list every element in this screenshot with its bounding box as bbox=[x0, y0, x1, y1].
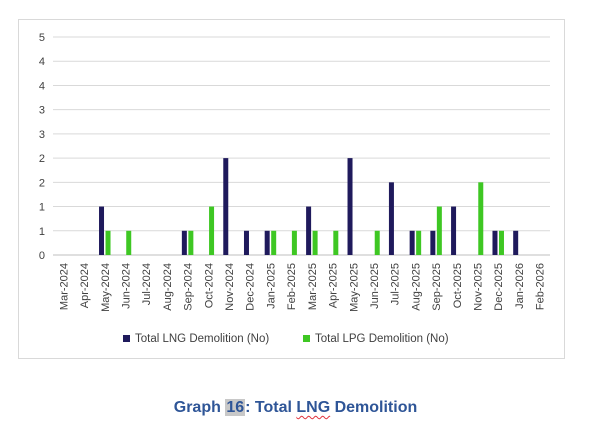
x-tick-label: Nov-2025 bbox=[473, 263, 485, 311]
caption-number: 16 bbox=[225, 399, 246, 416]
x-tick-label: Nov-2024 bbox=[224, 263, 236, 311]
y-tick-label: 4 bbox=[39, 80, 45, 92]
x-tick-label: Jan-2025 bbox=[265, 263, 277, 309]
x-tick-label: Sep-2025 bbox=[431, 263, 443, 311]
bar-lng bbox=[492, 230, 498, 255]
bar-lng bbox=[451, 206, 457, 255]
x-tick-label: Feb-2026 bbox=[535, 263, 547, 310]
x-tick-label: Aug-2025 bbox=[410, 263, 422, 311]
bar-lpg bbox=[312, 230, 318, 255]
x-tick-label: Apr-2025 bbox=[328, 263, 340, 308]
y-tick-label: 3 bbox=[39, 129, 45, 141]
x-tick-label: Jun-2024 bbox=[120, 263, 132, 309]
y-tick-label: 1 bbox=[39, 202, 45, 214]
bar-lpg bbox=[291, 230, 297, 255]
bar-lng bbox=[306, 206, 312, 255]
bar-lng bbox=[181, 230, 187, 255]
legend-label-lpg: Total LPG Demolition (No) bbox=[315, 333, 449, 345]
bar-lng bbox=[430, 230, 436, 255]
bar-lpg bbox=[105, 230, 111, 255]
caption-highlight: LNG bbox=[296, 399, 331, 416]
bars bbox=[99, 158, 519, 255]
bar-lng bbox=[513, 230, 519, 255]
bar-lpg bbox=[333, 230, 339, 255]
bar-lpg bbox=[126, 230, 132, 255]
caption-middle: : Total bbox=[245, 399, 297, 416]
x-tick-label: Mar-2024 bbox=[58, 263, 70, 310]
x-tick-label: Oct-2024 bbox=[203, 263, 215, 308]
x-tick-label: May-2024 bbox=[100, 263, 112, 312]
y-tick-label: 2 bbox=[39, 177, 45, 189]
x-tick-label: Jul-2025 bbox=[390, 263, 402, 305]
legend-swatch-lng bbox=[123, 335, 130, 342]
x-tick-label: Apr-2024 bbox=[79, 263, 91, 308]
bar-lpg bbox=[436, 206, 442, 255]
caption-suffix: Demolition bbox=[330, 399, 418, 416]
chart-caption: Graph 16: Total LNG Demolition bbox=[0, 399, 591, 417]
caption-prefix: Graph bbox=[173, 399, 226, 416]
x-tick-label: Oct-2025 bbox=[452, 263, 464, 308]
bar-lng bbox=[347, 158, 353, 255]
x-tick-label: Mar-2025 bbox=[307, 263, 319, 310]
gridlines bbox=[53, 36, 550, 232]
bar-lng bbox=[223, 158, 229, 255]
bar-lpg bbox=[271, 230, 277, 255]
x-tick-label: Jan-2026 bbox=[514, 263, 526, 309]
bar-lpg bbox=[478, 182, 484, 255]
bar-lng bbox=[264, 230, 270, 255]
y-axis-tick-labels: 0 1 1 2 2 3 3 4 4 5 bbox=[39, 32, 45, 262]
bar-lpg bbox=[209, 206, 215, 255]
x-tick-label: May-2025 bbox=[348, 263, 360, 312]
chart-area: 0 1 1 2 2 3 3 4 4 5 Mar-2024 Apr-2024 May-2024 Jun-2… bbox=[18, 19, 565, 359]
bar-lng bbox=[409, 230, 415, 255]
y-tick-label: 1 bbox=[39, 226, 45, 238]
bar-lng bbox=[99, 206, 105, 255]
y-tick-label: 0 bbox=[39, 250, 45, 262]
x-tick-label: Jun-2025 bbox=[369, 263, 381, 309]
x-tick-label: Dec-2024 bbox=[245, 263, 257, 311]
x-tick-label: Sep-2024 bbox=[183, 263, 195, 311]
y-tick-label: 2 bbox=[39, 153, 45, 165]
y-tick-label: 4 bbox=[39, 56, 45, 68]
y-tick-label: 5 bbox=[39, 32, 45, 44]
legend-label-lng: Total LNG Demolition (No) bbox=[135, 333, 269, 345]
bar-lpg bbox=[374, 230, 380, 255]
x-axis-tick-labels: Mar-2024 Apr-2024 May-2024 Jun-2024 Jul-2024… bbox=[58, 263, 546, 312]
bar-lpg bbox=[498, 230, 504, 255]
bar-lng bbox=[243, 230, 249, 255]
bar-chart: 0 1 1 2 2 3 3 4 4 5 Mar-2024 Apr-2024 May-2024 Jun-2… bbox=[39, 32, 550, 345]
y-tick-label: 3 bbox=[39, 105, 45, 117]
bar-lpg bbox=[416, 230, 422, 255]
x-tick-label: Jul-2024 bbox=[141, 263, 153, 305]
legend: Total LNG Demolition (No) Total LPG Demol… bbox=[123, 333, 449, 345]
x-tick-label: Aug-2024 bbox=[162, 263, 174, 311]
x-tick-label: Feb-2025 bbox=[286, 263, 298, 310]
bar-lng bbox=[388, 182, 394, 255]
legend-swatch-lpg bbox=[303, 335, 310, 342]
x-tick-label: Dec-2025 bbox=[493, 263, 505, 311]
bar-lpg bbox=[188, 230, 194, 255]
